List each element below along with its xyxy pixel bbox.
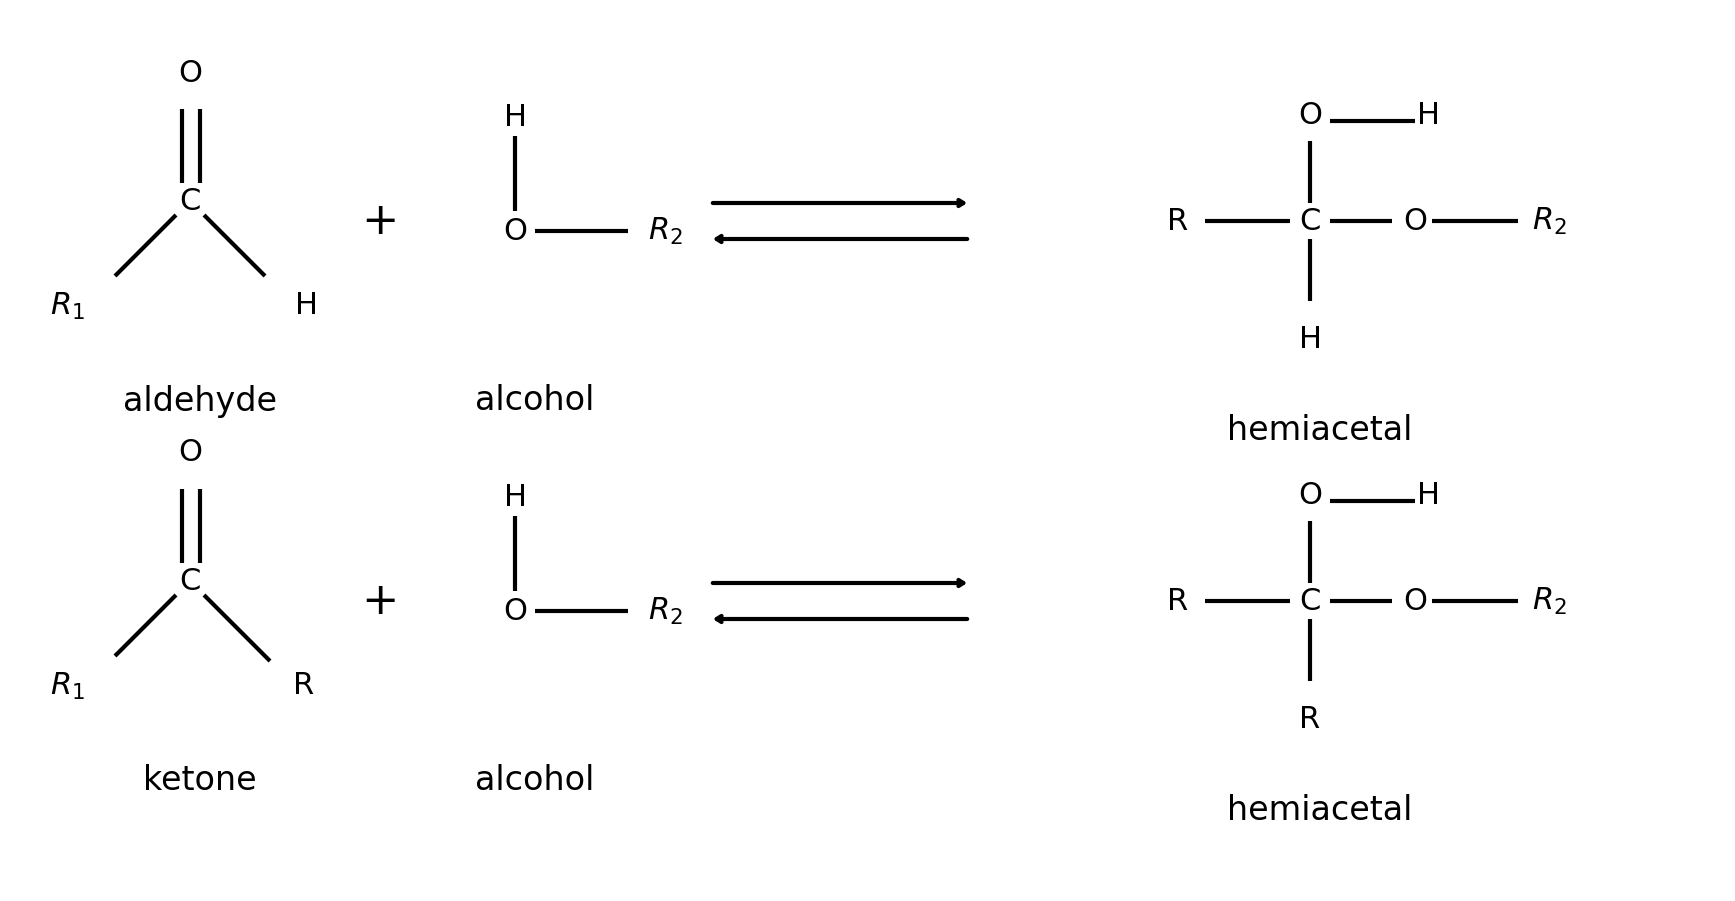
Text: H: H	[295, 291, 318, 320]
Text: $R_2$: $R_2$	[1532, 586, 1567, 616]
Text: H: H	[503, 484, 526, 513]
Text: alcohol: alcohol	[475, 765, 595, 797]
Text: O: O	[1404, 587, 1426, 615]
Text: O: O	[503, 596, 527, 625]
Text: $R_1$: $R_1$	[50, 671, 85, 702]
Text: O: O	[1298, 481, 1322, 511]
Text: R: R	[1166, 206, 1188, 235]
Text: O: O	[503, 216, 527, 245]
Text: hemiacetal: hemiacetal	[1227, 795, 1412, 827]
Text: H: H	[1416, 481, 1440, 511]
Text: R: R	[1300, 705, 1320, 733]
Text: O: O	[179, 439, 201, 468]
Text: hemiacetal: hemiacetal	[1227, 414, 1412, 448]
Text: +: +	[361, 579, 399, 623]
Text: C: C	[179, 187, 201, 215]
Text: $R_2$: $R_2$	[647, 215, 682, 247]
Text: H: H	[1416, 102, 1440, 131]
Text: ketone: ketone	[144, 765, 257, 797]
Text: C: C	[179, 567, 201, 596]
Text: $R_1$: $R_1$	[50, 291, 85, 322]
Text: R: R	[1166, 587, 1188, 615]
Text: H: H	[1298, 324, 1322, 353]
Text: C: C	[1300, 587, 1320, 615]
Text: C: C	[1300, 206, 1320, 235]
Text: alcohol: alcohol	[475, 385, 595, 417]
Text: +: +	[361, 199, 399, 242]
Text: $R_2$: $R_2$	[1532, 205, 1567, 237]
Text: O: O	[1298, 102, 1322, 131]
Text: $R_2$: $R_2$	[647, 596, 682, 626]
Text: H: H	[503, 104, 526, 132]
Text: O: O	[1404, 206, 1426, 235]
Text: O: O	[179, 59, 201, 87]
Text: aldehyde: aldehyde	[123, 385, 278, 417]
Text: R: R	[293, 671, 314, 700]
